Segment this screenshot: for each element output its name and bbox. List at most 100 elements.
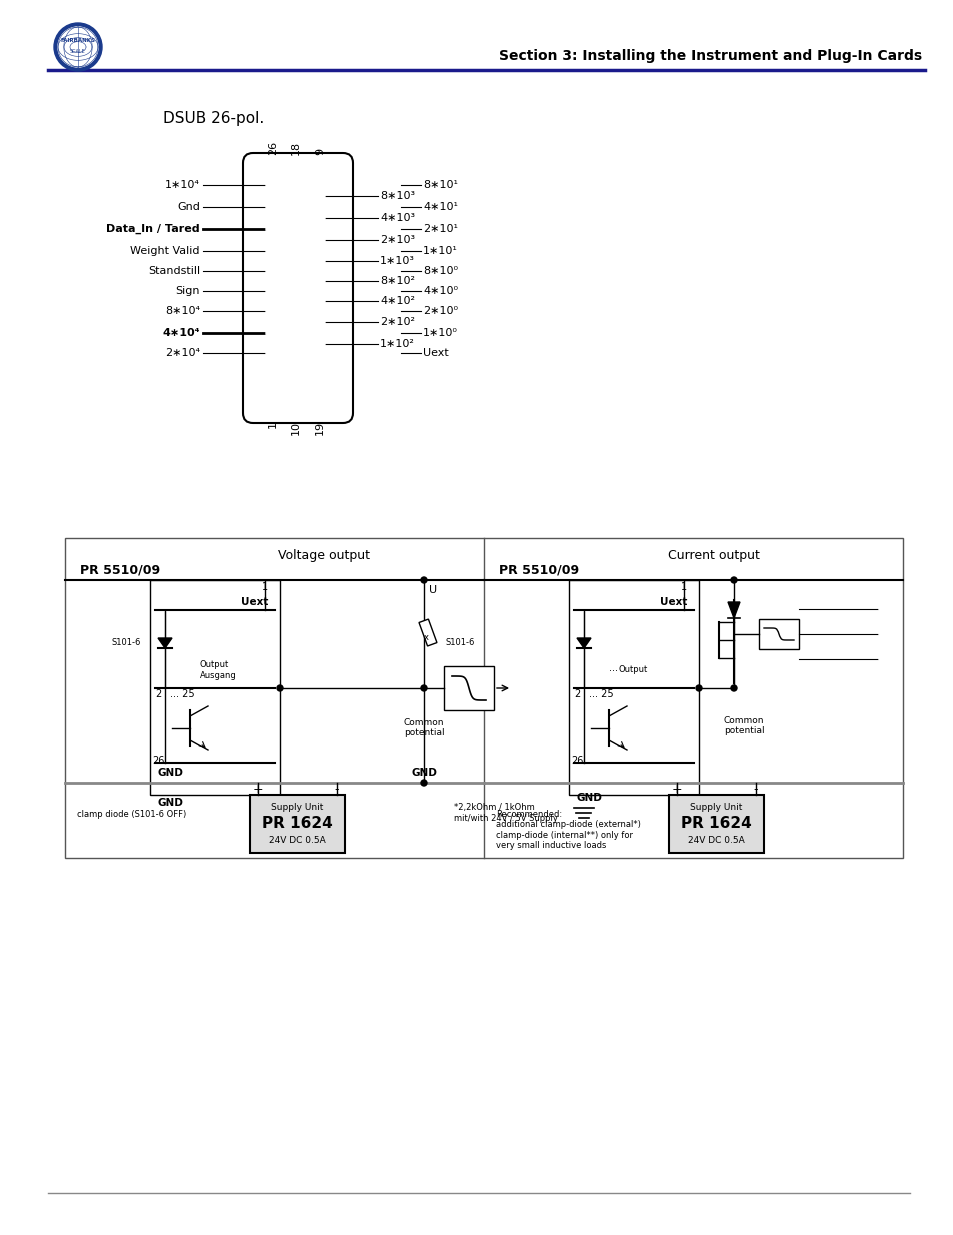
Text: PR 1624: PR 1624 [262, 816, 333, 831]
Bar [759, 619, 799, 650]
Text: PR 5510/09: PR 5510/09 [80, 563, 160, 577]
Circle shape [266, 264, 280, 278]
Text: 4∗10³: 4∗10³ [379, 212, 415, 224]
Bar [568, 580, 699, 795]
Text: 2: 2 [154, 689, 161, 699]
Text: 8∗10²: 8∗10² [379, 275, 415, 287]
Circle shape [266, 200, 280, 214]
Text: Weight Valid: Weight Valid [131, 246, 200, 256]
Text: clamp diode (S101-6 OFF): clamp diode (S101-6 OFF) [77, 810, 186, 820]
Circle shape [266, 178, 280, 191]
Text: 8∗10⁰: 8∗10⁰ [422, 266, 457, 275]
Text: Supply Unit: Supply Unit [690, 804, 741, 813]
Text: 1∗10¹: 1∗10¹ [422, 246, 457, 256]
Text: 24V DC 0.5A: 24V DC 0.5A [269, 836, 326, 846]
Text: Common
potential: Common potential [403, 718, 444, 737]
Text: Common
potential: Common potential [723, 716, 763, 735]
Circle shape [878, 605, 886, 613]
Text: 26: 26 [152, 756, 164, 766]
Bar [443, 666, 494, 710]
Text: 4∗10⁰: 4∗10⁰ [422, 287, 457, 296]
Text: *2,2kOhm / 1kOhm
mit/with 24V / 5V Supply: *2,2kOhm / 1kOhm mit/with 24V / 5V Suppl… [454, 803, 558, 823]
Text: ...: ... [608, 663, 620, 673]
Text: GND: GND [157, 768, 183, 778]
Text: -: - [753, 783, 758, 797]
Text: S101-6: S101-6 [446, 638, 475, 647]
Circle shape [311, 315, 325, 329]
Bar [418, 619, 436, 646]
Bar [65, 538, 902, 858]
Text: PR 1624: PR 1624 [680, 816, 751, 831]
Text: -: - [335, 783, 339, 797]
Circle shape [54, 23, 102, 70]
Text: 10: 10 [291, 421, 301, 435]
Text: 1∗10⁰: 1∗10⁰ [422, 329, 457, 338]
Text: Uext: Uext [422, 348, 448, 358]
Text: Supply Unit: Supply Unit [271, 804, 323, 813]
Text: S101-6: S101-6 [112, 638, 141, 647]
Polygon shape [158, 638, 172, 648]
Text: 8∗10³: 8∗10³ [379, 191, 415, 201]
Text: 24V DC 0.5A: 24V DC 0.5A [687, 836, 744, 846]
Text: FAIRBANKS: FAIRBANKS [60, 37, 95, 42]
Polygon shape [727, 601, 740, 618]
Text: 1: 1 [262, 582, 268, 592]
Text: 8∗10⁴: 8∗10⁴ [165, 306, 200, 316]
Text: 2∗10⁰: 2∗10⁰ [422, 306, 457, 316]
Circle shape [878, 655, 886, 663]
Text: Data_In / Tared: Data_In / Tared [107, 224, 200, 235]
Text: 2: 2 [574, 689, 579, 699]
Text: Sign: Sign [175, 287, 200, 296]
Circle shape [420, 685, 427, 692]
Circle shape [730, 577, 737, 583]
Circle shape [58, 27, 98, 67]
Text: Standstill: Standstill [148, 266, 200, 275]
Text: 2∗10²: 2∗10² [379, 317, 415, 327]
Circle shape [311, 274, 325, 288]
Text: 8∗10¹: 8∗10¹ [422, 180, 457, 190]
Circle shape [276, 685, 283, 692]
Circle shape [311, 233, 325, 247]
Text: Output: Output [618, 666, 648, 674]
Text: 18: 18 [291, 141, 301, 156]
Text: 1∗10³: 1∗10³ [379, 256, 415, 266]
Text: Output
Ausgang: Output Ausgang [200, 661, 236, 679]
Text: Section 3: Installing the Instrument and Plug-In Cards: Section 3: Installing the Instrument and… [498, 49, 921, 63]
Circle shape [311, 211, 325, 225]
Text: Current output: Current output [667, 548, 759, 562]
Text: 9: 9 [314, 148, 325, 156]
Text: 19: 19 [314, 421, 325, 435]
Text: 4∗10⁴: 4∗10⁴ [162, 329, 200, 338]
Bar [250, 795, 345, 853]
Circle shape [266, 284, 280, 298]
Text: U: U [429, 585, 436, 595]
Text: 4∗10¹: 4∗10¹ [422, 203, 457, 212]
Circle shape [266, 326, 280, 340]
Text: ... 25: ... 25 [170, 689, 194, 699]
Text: 2∗10⁴: 2∗10⁴ [165, 348, 200, 358]
Circle shape [730, 685, 737, 692]
Text: Voltage output: Voltage output [278, 548, 370, 562]
Circle shape [266, 222, 280, 236]
Text: Recommended:
additional clamp-diode (external*)
clamp-diode (internal**) only fo: Recommended: additional clamp-diode (ext… [496, 810, 640, 850]
Text: +: + [253, 783, 263, 797]
Circle shape [311, 337, 325, 351]
Circle shape [266, 346, 280, 359]
FancyBboxPatch shape [243, 153, 353, 424]
Text: 1: 1 [268, 421, 277, 429]
Text: Uext: Uext [659, 597, 687, 606]
Text: 2∗10³: 2∗10³ [379, 235, 415, 245]
Text: GND: GND [411, 768, 436, 778]
Text: ... 25: ... 25 [588, 689, 613, 699]
Text: x: x [423, 632, 428, 641]
Text: DSUB 26-pol.: DSUB 26-pol. [163, 110, 264, 126]
Circle shape [420, 577, 427, 583]
Bar [668, 795, 763, 853]
Polygon shape [577, 638, 590, 648]
Text: Gnd: Gnd [177, 203, 200, 212]
Circle shape [311, 294, 325, 308]
Text: 26: 26 [570, 756, 582, 766]
Circle shape [420, 781, 427, 785]
Text: GND: GND [157, 798, 183, 808]
Circle shape [311, 189, 325, 203]
